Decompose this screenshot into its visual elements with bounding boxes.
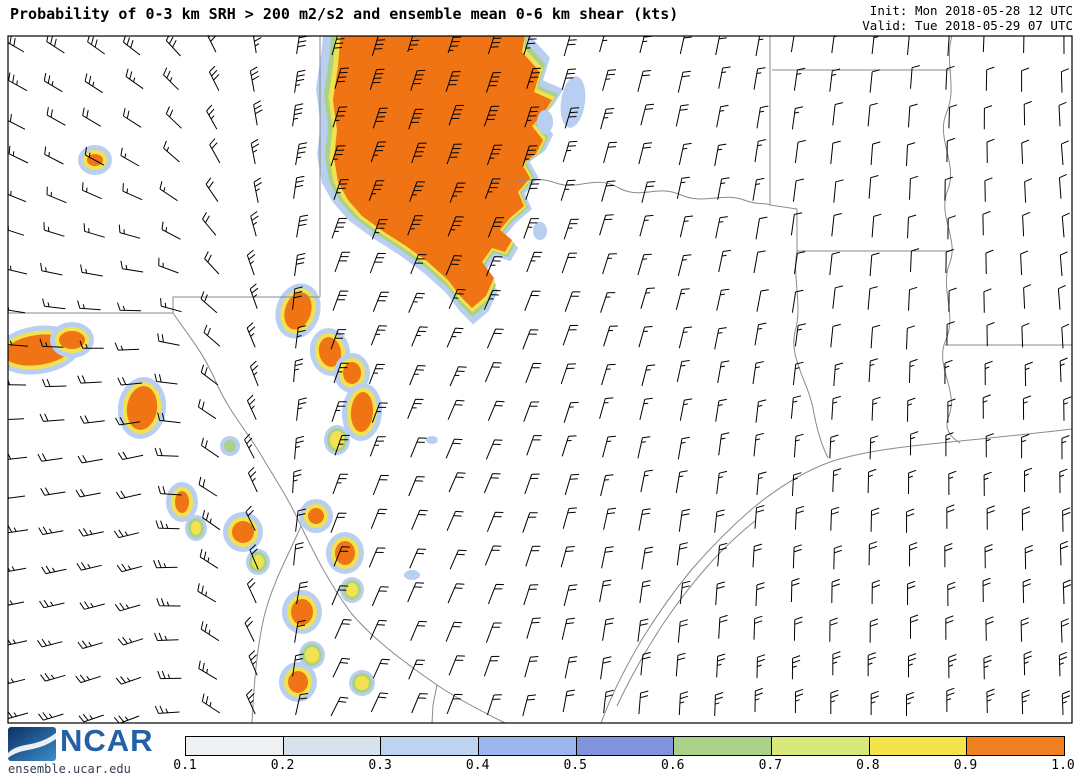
colorbar-tick-label: 0.4 [465, 758, 490, 773]
site-url: ensemble.ucar.edu [8, 762, 131, 776]
colorbar-segment [966, 737, 1065, 755]
page-title: Probability of 0-3 km SRH > 200 m2/s2 an… [10, 5, 679, 23]
colorbar-tick-label: 0.5 [563, 758, 587, 773]
init-time: Init: Mon 2018-05-28 12 UTC [869, 3, 1073, 18]
colorbar-segment [868, 737, 967, 755]
colorbar-tick-label: 0.6 [661, 758, 685, 773]
ncar-logo-icon [8, 727, 56, 761]
colorbar-segment [186, 737, 283, 755]
probability-colorbar [185, 736, 1065, 756]
colorbar-tick-label: 0.9 [953, 758, 978, 773]
colorbar-segment [673, 737, 772, 755]
colorbar-segment [380, 737, 479, 755]
map-frame [7, 35, 1073, 724]
colorbar-segment [771, 737, 869, 755]
colorbar-tick-label: 0.7 [758, 758, 783, 773]
colorbar-tick-label: 1.0 [1051, 758, 1075, 773]
colorbar-tick-label: 0.3 [368, 758, 392, 773]
colorbar-segment [575, 737, 674, 755]
ncar-logo-text: NCAR [60, 723, 154, 758]
colorbar-tick-label: 0.2 [270, 758, 295, 773]
colorbar-segment [478, 737, 576, 755]
model-times: Init: Mon 2018-05-28 12 UTC Valid: Tue 2… [862, 3, 1073, 33]
colorbar-tick-labels: 0.1 0.2 0.3 0.4 0.5 0.6 0.7 0.8 0.9 1.0 [173, 758, 1074, 774]
colorbar-segment [282, 737, 381, 755]
valid-time: Valid: Tue 2018-05-29 07 UTC [862, 17, 1073, 33]
probability-shading-layer [8, 36, 586, 702]
colorbar-tick-label: 0.8 [856, 758, 880, 773]
colorbar-tick-label: 0.1 [173, 758, 197, 773]
state-borders-layer [8, 36, 1072, 723]
